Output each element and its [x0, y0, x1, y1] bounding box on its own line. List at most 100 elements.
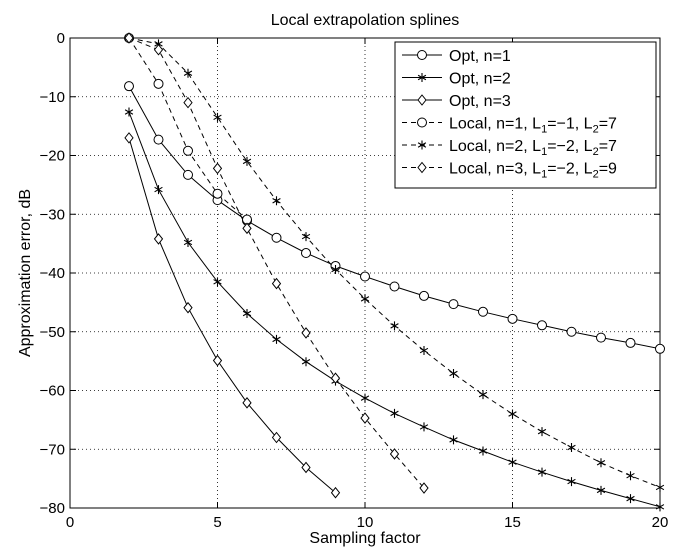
legend-label: Local, n=3, L1=−2, L2=9	[449, 161, 617, 181]
data-point	[448, 299, 459, 310]
data-point	[213, 112, 222, 122]
data-point	[596, 332, 606, 343]
data-point	[213, 277, 222, 287]
axis-ticks: 0 5 10 15 20 0 −10 −20 −30 −40 −50 −60 −70 −80	[40, 30, 669, 531]
data-point	[419, 422, 429, 432]
data-point	[124, 132, 134, 144]
data-point	[626, 471, 635, 481]
data-point	[212, 354, 223, 367]
data-point	[272, 196, 281, 206]
data-point	[389, 448, 400, 460]
legend-subscript: 1	[541, 146, 547, 158]
data-point	[183, 237, 193, 247]
data-point	[655, 502, 665, 512]
data-point	[508, 409, 517, 419]
x-tick-label: 15	[504, 514, 521, 531]
data-point	[271, 277, 282, 290]
data-point	[212, 162, 223, 175]
y-tick-label: −10	[40, 89, 65, 106]
legend-label-part: =7	[599, 116, 617, 133]
data-point	[596, 485, 606, 495]
data-point	[183, 145, 193, 156]
data-point	[419, 346, 429, 356]
data-point	[419, 482, 429, 494]
chart-title: Local extrapolation splines	[271, 12, 460, 29]
legend-label-part: Local, n=1, L	[449, 116, 541, 133]
legend-label-part: =−2, L	[547, 161, 592, 178]
data-point	[508, 457, 517, 467]
y-tick-label: −30	[40, 206, 65, 223]
data-point	[655, 343, 665, 354]
data-point	[478, 446, 488, 456]
legend-label-part: =−2, L	[547, 138, 592, 155]
data-point	[301, 461, 311, 474]
data-point	[153, 233, 164, 245]
data-point	[449, 435, 458, 445]
y-tick-label: −60	[40, 383, 65, 400]
data-point	[537, 320, 547, 331]
legend-label-part: =9	[599, 161, 617, 178]
marker-layer	[124, 32, 665, 512]
series-line-3	[128, 137, 336, 494]
legend-label: Opt, n=1	[449, 48, 511, 65]
legend-subscript: 1	[541, 124, 547, 136]
y-tick-label: −80	[40, 500, 65, 517]
data-point	[124, 107, 134, 117]
y-tick-label: −20	[40, 148, 65, 165]
data-point	[183, 96, 193, 109]
data-point	[596, 458, 606, 468]
legend-label-part: Local, n=2, L	[449, 138, 541, 155]
data-point	[449, 368, 458, 378]
data-point	[212, 188, 223, 199]
legend-marker	[417, 50, 427, 60]
x-tick-label: 5	[213, 514, 221, 531]
data-point	[153, 78, 164, 89]
legend-marker	[417, 161, 427, 174]
legend-label: Local, n=1, L1=−1, L2=7	[449, 116, 617, 136]
data-point	[242, 397, 252, 409]
legend-subscript: 2	[593, 124, 599, 136]
legend-subscript: 2	[593, 146, 599, 158]
data-point	[242, 309, 252, 319]
legend-subscript: 2	[593, 169, 599, 181]
legend-marker	[417, 140, 427, 150]
y-tick-label: −50	[40, 324, 65, 341]
legend-label: Opt, n=3	[449, 93, 511, 110]
data-point	[360, 393, 370, 403]
x-tick-label: 10	[357, 514, 374, 531]
data-point	[183, 169, 193, 180]
data-point	[537, 427, 547, 437]
legend-label: Local, n=2, L1=−2, L2=7	[449, 138, 617, 158]
data-point	[360, 271, 370, 282]
data-point	[626, 494, 635, 504]
data-point	[301, 232, 311, 242]
data-point	[153, 134, 164, 145]
data-point	[242, 222, 252, 235]
data-point	[390, 408, 399, 418]
data-point	[242, 156, 252, 166]
x-tick-label: 0	[66, 514, 74, 531]
data-point	[183, 68, 193, 78]
data-point	[625, 337, 636, 348]
data-point	[301, 248, 311, 259]
y-axis-title: Approximation error, dB	[17, 189, 34, 357]
legend-label-part: =7	[599, 138, 617, 155]
legend-label: Opt, n=2	[449, 71, 511, 88]
legend-label-part: Local, n=3, L	[449, 161, 541, 178]
data-point	[330, 372, 341, 384]
data-point	[153, 43, 164, 56]
data-point	[567, 477, 576, 487]
legend-box	[394, 41, 657, 189]
data-point	[272, 334, 281, 344]
legend-marker	[417, 73, 427, 82]
data-point	[154, 185, 163, 195]
legend-label-part: =−1, L	[547, 116, 592, 133]
x-axis-title: Sampling factor	[309, 530, 421, 547]
legend-marker	[417, 117, 427, 128]
data-point	[124, 32, 134, 44]
data-point	[390, 321, 399, 331]
y-tick-label: −40	[40, 265, 65, 282]
data-point	[419, 290, 429, 301]
x-tick-label: 20	[652, 514, 669, 531]
